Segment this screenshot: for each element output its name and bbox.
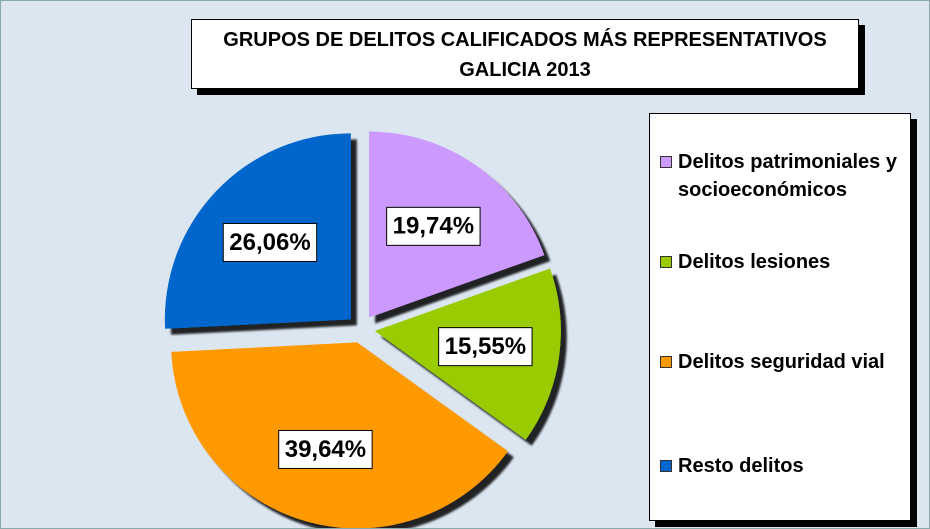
chart-title: GRUPOS DE DELITOS CALIFICADOS MÁS REPRES…	[223, 29, 827, 51]
legend-item: Delitos seguridad vial	[660, 348, 923, 376]
value-label: 26,06%	[229, 229, 310, 256]
value-label-box	[222, 222, 318, 262]
value-label-box	[278, 429, 373, 469]
value-label: 39,64%	[285, 436, 366, 463]
legend-swatch	[660, 156, 672, 168]
legend-item: Delitos lesiones	[660, 248, 923, 276]
legend-swatch	[660, 356, 672, 368]
value-label: 19,74%	[393, 213, 474, 240]
value-label-box	[386, 206, 481, 246]
legend-label: Delitos patrimoniales y socioeconómicos	[678, 151, 897, 201]
chart-subtitle: GALICIA 2013	[459, 59, 591, 81]
legend-label: Delitos seguridad vial	[678, 351, 885, 373]
title-box: GRUPOS DE DELITOS CALIFICADOS MÁS REPRES…	[191, 19, 859, 89]
value-label-box	[438, 327, 533, 367]
legend-label: Resto delitos	[678, 455, 804, 477]
legend: Delitos patrimoniales y socioeconómicos D…	[649, 113, 911, 521]
legend-swatch	[660, 460, 672, 472]
legend-item: Resto delitos	[660, 452, 923, 480]
legend-item: Delitos patrimoniales y socioeconómicos	[660, 148, 923, 204]
legend-swatch	[660, 256, 672, 268]
value-label: 15,55%	[445, 333, 526, 360]
legend-label: Delitos lesiones	[678, 251, 831, 273]
